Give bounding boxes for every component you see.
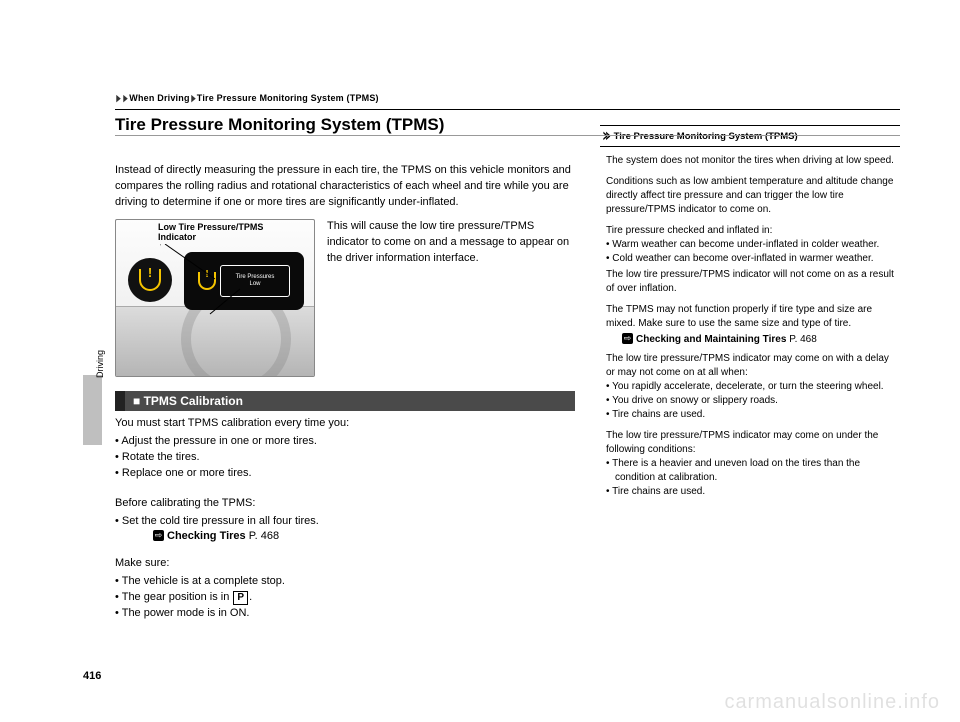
list-item: Tire chains are used. [606,485,900,499]
side-ref: ⇨Checking and Maintaining Tires P. 468 [622,333,900,345]
list-item: The gear position is in P. [115,590,575,606]
list-item: Tire chains are used. [606,408,900,422]
figure-description: This will cause the low tire pressure/TP… [327,219,575,377]
make-sure-intro: Make sure: [115,556,575,572]
link-icon: ⇨ [153,530,164,541]
list-item: You rapidly accelerate, decelerate, or t… [606,380,900,394]
figure-block: Low Tire Pressure/TPMSIndicator Tire Pre… [115,219,575,377]
list-item: Set the cold tire pressure in all four t… [115,514,575,530]
breadcrumb: ▶▶When Driving▶Tire Pressure Monitoring … [115,88,900,110]
divider [115,135,900,136]
link-icon: ⇨ [622,333,633,344]
side-p1: The system does not monitor the tires wh… [606,154,900,168]
side-p3: Tire pressure checked and inflated in: [606,224,900,238]
cluster-message: Tire PressuresLow [220,265,290,297]
before-intro: Before calibrating the TPMS: [115,496,575,512]
tpms-gauge-icon [128,258,172,302]
side-p4: The low tire pressure/TPMS indicator wil… [606,268,900,296]
side-list1: Warm weather can become under-inflated i… [606,238,900,266]
side-p7: The low tire pressure/TPMS indicator may… [606,429,900,457]
side-p6: The low tire pressure/TPMS indicator may… [606,352,900,380]
gear-symbol: P [233,591,248,605]
before-list: Set the cold tire pressure in all four t… [115,514,575,530]
section-tab [83,375,102,445]
section-heading-tpms-calibration: ■ TPMS Calibration [115,391,575,411]
cal-list: Adjust the pressure in one or more tires… [115,434,575,482]
figure-label: Low Tire Pressure/TPMSIndicator [158,223,263,243]
instrument-cluster: Tire PressuresLow [184,252,304,310]
breadcrumb-text: ▶▶When Driving▶Tire Pressure Monitoring … [115,93,379,103]
tpms-mini-icon [198,272,216,290]
dashboard-figure: Low Tire Pressure/TPMSIndicator Tire Pre… [115,219,315,377]
side-p2: Conditions such as low ambient temperatu… [606,175,900,217]
main-column: Tire Pressure Monitoring System (TPMS) I… [115,115,575,692]
section-tab-label: Driving [95,350,105,378]
list-item: The vehicle is at a complete stop. [115,574,575,590]
side-list2: You rapidly accelerate, decelerate, or t… [606,380,900,422]
list-item: There is a heavier and uneven load on th… [606,457,900,485]
page-title: Tire Pressure Monitoring System (TPMS) [115,115,575,135]
intro-paragraph: Instead of directly measuring the pressu… [115,163,575,211]
side-column: ≫Tire Pressure Monitoring System (TPMS) … [600,115,900,692]
side-heading: ≫Tire Pressure Monitoring System (TPMS) [600,125,900,147]
list-item: You drive on snowy or slippery roads. [606,394,900,408]
side-list3: There is a heavier and uneven load on th… [606,457,900,499]
watermark: carmanualsonline.info [724,691,940,714]
side-p5: The TPMS may not function properly if ti… [606,303,900,331]
make-sure-list: The vehicle is at a complete stop. The g… [115,574,575,622]
list-item: Warm weather can become under-inflated i… [606,238,900,252]
page-number: 416 [83,670,101,682]
list-item: Cold weather can become over-inflated in… [606,252,900,266]
manual-page: ▶▶When Driving▶Tire Pressure Monitoring … [0,0,960,722]
list-item: The power mode is in ON. [115,606,575,622]
content-area: Tire Pressure Monitoring System (TPMS) I… [115,115,900,692]
before-ref: ⇨Checking Tires P. 468 [153,530,575,542]
cal-intro: You must start TPMS calibration every ti… [115,416,575,432]
list-item: Adjust the pressure in one or more tires… [115,434,575,450]
list-item: Replace one or more tires. [115,466,575,482]
list-item: Rotate the tires. [115,450,575,466]
